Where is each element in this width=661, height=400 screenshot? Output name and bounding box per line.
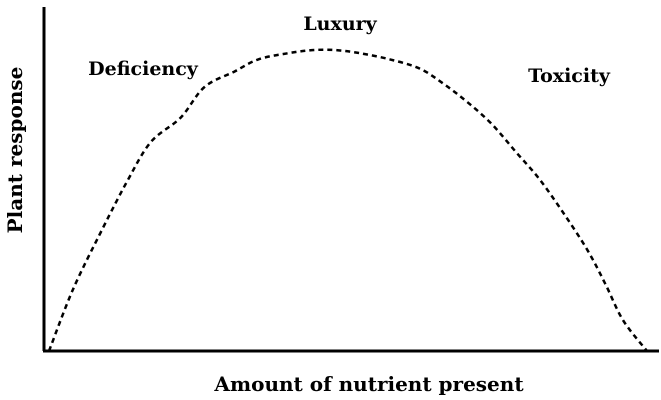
annotation-toxicity: Toxicity: [528, 65, 611, 87]
x-axis-label: Amount of nutrient present: [213, 372, 524, 396]
annotation-luxury: Luxury: [303, 13, 377, 35]
response-curve: [47, 48, 648, 352]
y-axis-label: Plant response: [3, 67, 27, 234]
annotation-deficiency: Deficiency: [88, 58, 199, 80]
